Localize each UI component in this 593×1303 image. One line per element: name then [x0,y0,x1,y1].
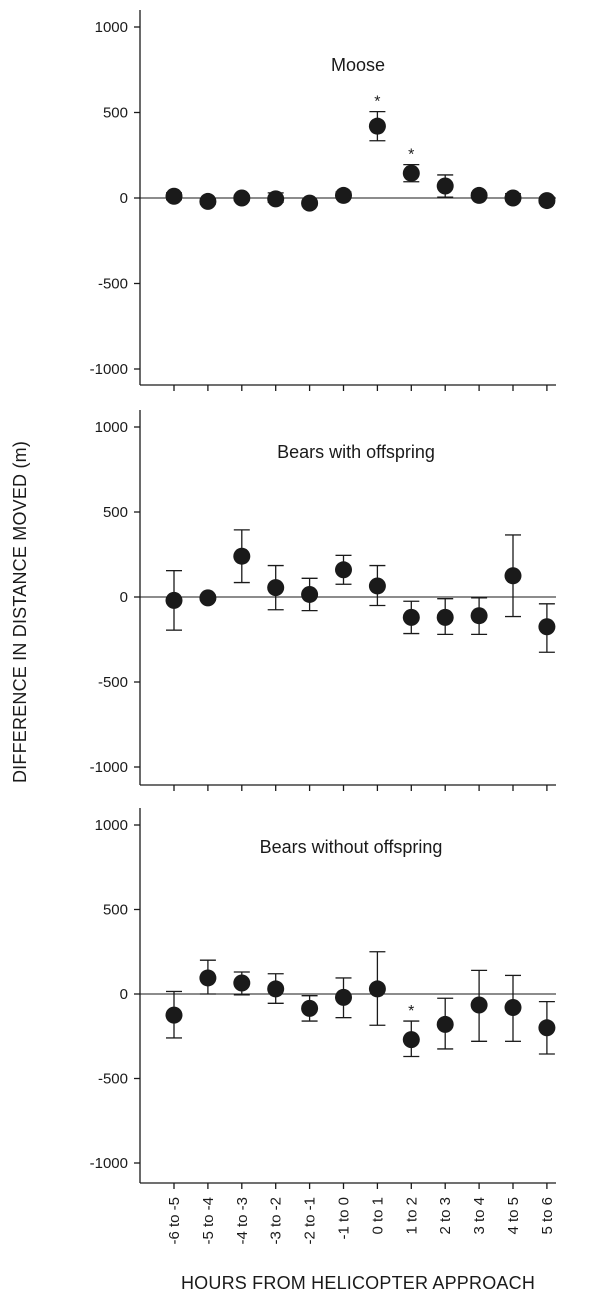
data-point [233,189,251,207]
x-tick-label: -4 to -3 [234,1197,251,1245]
x-tick-label: -6 to -5 [166,1197,183,1245]
x-tick-label: -1 to 0 [336,1197,353,1240]
y-tick-label: 500 [103,902,128,919]
y-tick-label: 0 [120,190,128,207]
data-point [436,1015,454,1033]
y-tick-label: -500 [98,674,128,691]
y-tick-label: 500 [103,105,128,122]
data-point [368,117,386,135]
data-point [267,190,285,208]
y-axis-title: DIFFERENCE IN DISTANCE MOVED (m) [10,441,30,783]
data-point [165,1006,183,1024]
y-tick-label: 0 [120,986,128,1003]
data-point [504,999,522,1017]
data-point [301,585,319,603]
data-point [538,1019,556,1037]
data-point [470,996,488,1014]
data-point [335,988,352,1006]
data-point [368,980,386,998]
data-point [267,579,285,597]
panel-bears-with-offspring: 1000 500 0 -500 -1000 Bears with offspring [90,410,556,791]
data-point [538,192,556,210]
data-point [199,589,217,607]
y-tick-label: 0 [120,589,128,606]
significance-marker: * [408,147,414,164]
panel-moose: 1000 500 0 -500 -1000 Moose * * [90,10,556,391]
data-point [436,177,454,195]
x-tick-label: 5 to 6 [539,1197,556,1235]
y-tick-label: -1000 [90,759,128,776]
y-tick-label: -500 [98,276,128,293]
y-tick-label: -500 [98,1071,128,1088]
data-point [199,192,217,210]
panel-title: Bears without offspring [260,837,443,857]
x-tick-label: 3 to 4 [471,1197,488,1235]
significance-marker: * [374,94,380,111]
x-tick-label: -2 to -1 [302,1197,319,1245]
data-point [335,561,352,579]
data-point [301,999,319,1017]
data-point [504,189,522,207]
x-tick-labels: -6 to -5 -5 to -4 -4 to -3 -3 to -2 -2 to -1… [166,1197,556,1245]
data-point [165,187,183,205]
data-point [470,607,488,625]
x-tick-label: 0 to 1 [369,1197,386,1235]
panel-bears-without-offspring: 1000 500 0 -500 -1000 Bears without offspring… [90,808,556,1189]
data-point [504,567,522,585]
x-tick-label: 2 to 3 [437,1197,454,1235]
panel-title: Moose [331,55,385,75]
x-tick-label: -3 to -2 [268,1197,285,1245]
panel-title: Bears with offspring [277,442,435,462]
data-point [368,577,386,595]
y-tick-label: 1000 [95,19,128,36]
data-point [538,618,556,636]
data-point [402,1031,420,1049]
significance-marker: * [408,1003,414,1020]
x-axis-title: HOURS FROM HELICOPTER APPROACH [181,1273,535,1293]
data-point [470,186,488,204]
y-tick-label: 500 [103,504,128,521]
data-point [301,194,319,212]
y-tick-label: -1000 [90,361,128,378]
data-point [165,591,183,609]
data-point [267,980,285,998]
y-tick-label: 1000 [95,419,128,436]
x-tick-label: 4 to 5 [505,1197,522,1235]
data-point [233,547,251,565]
data-point [335,186,352,204]
data-point [402,164,420,182]
y-tick-label: 1000 [95,817,128,834]
x-tick-label: -5 to -4 [200,1197,217,1245]
data-point [402,608,420,626]
x-tick-label: 1 to 2 [403,1197,420,1235]
y-tick-label: -1000 [90,1155,128,1172]
data-point [233,974,251,992]
data-point [436,608,454,626]
data-point [199,969,217,987]
